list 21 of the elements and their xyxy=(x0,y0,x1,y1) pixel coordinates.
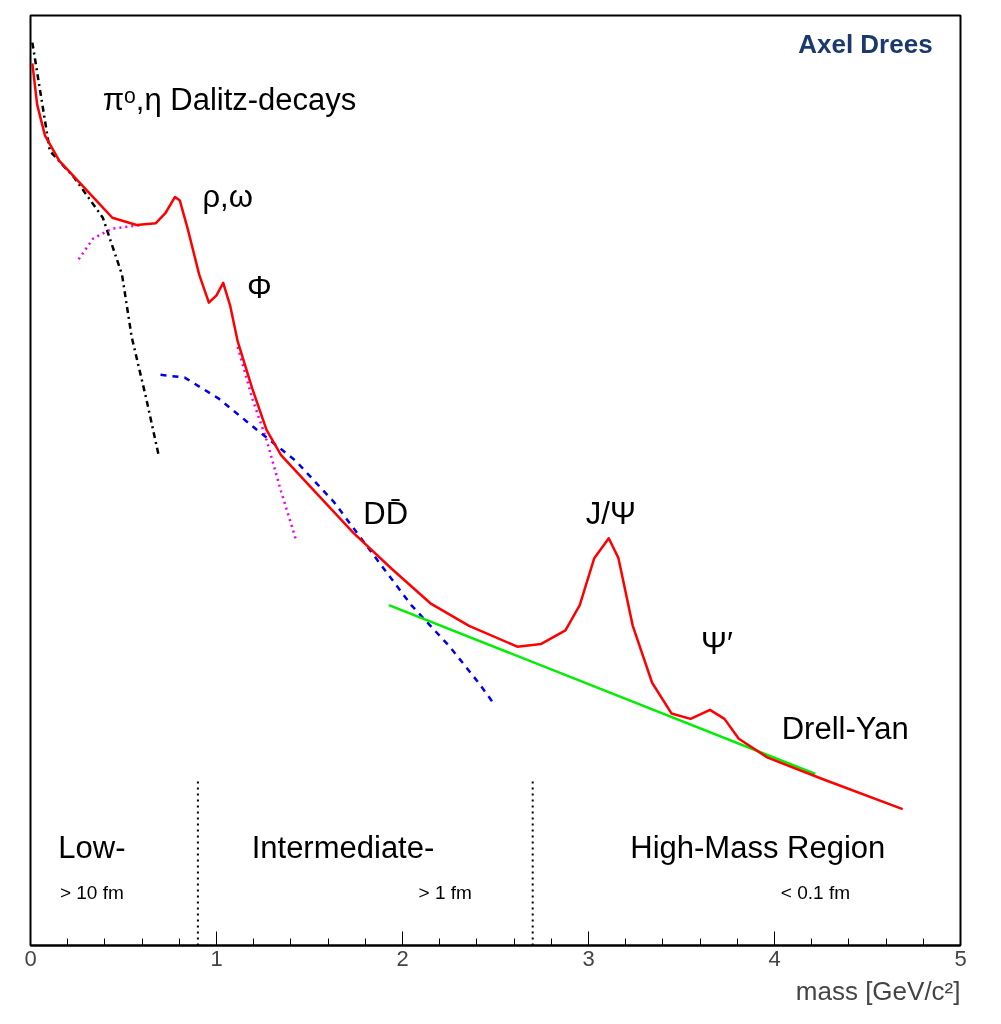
x-tick-label: 2 xyxy=(396,945,409,971)
x-tick-label: 4 xyxy=(768,945,781,971)
annotation: > 10 fm xyxy=(59,881,124,903)
annotation: Intermediate- xyxy=(251,829,435,865)
annotation: Low- xyxy=(58,829,126,865)
x-axis-title: mass [GeV/c²] xyxy=(795,975,961,1006)
annotation: Φ xyxy=(246,269,272,305)
annotation: Drell-Yan xyxy=(781,711,909,747)
annotation: > 1 fm xyxy=(418,881,472,903)
annotation: Ψ′ xyxy=(700,625,733,661)
annotation: Axel Drees xyxy=(798,29,933,60)
annotation: ρ,ω xyxy=(202,179,253,215)
annotation: J/Ψ xyxy=(585,496,636,532)
x-tick-label: 0 xyxy=(24,945,37,971)
annotation: DD̄ xyxy=(363,496,409,532)
x-tick-label: 3 xyxy=(582,945,595,971)
annotation: < 0.1 fm xyxy=(780,881,851,903)
x-tick-label: 5 xyxy=(954,945,967,971)
annotation: High-Mass Region xyxy=(630,829,886,865)
x-tick-label: 1 xyxy=(210,945,223,971)
annotation: πᵒ,η Dalitz-decays xyxy=(102,81,357,117)
